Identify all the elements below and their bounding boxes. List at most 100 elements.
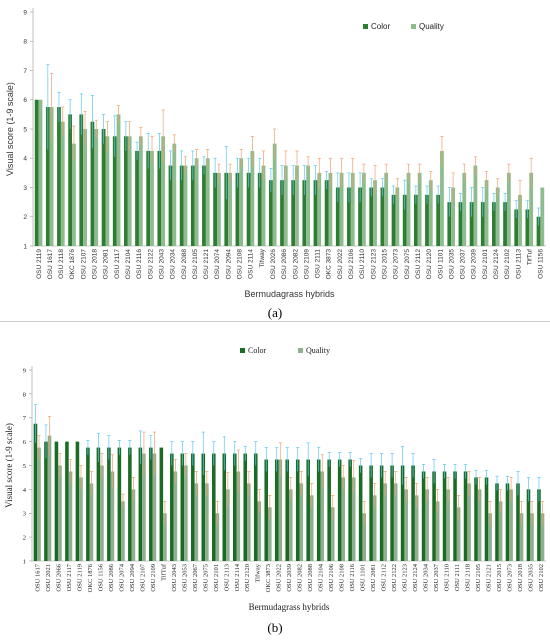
bar-color (302, 180, 307, 246)
bar-color (274, 459, 279, 561)
bar-quality (49, 107, 54, 246)
bar-quality (350, 172, 355, 246)
x-tick-label: OSU 2123 (370, 249, 377, 280)
bar-quality (393, 483, 398, 561)
bar-color (402, 194, 407, 246)
x-tick-label: OSU 2073 (506, 564, 513, 592)
bar-quality (428, 180, 433, 246)
bar-color (75, 441, 80, 561)
bar-color (253, 453, 258, 561)
bar-color (128, 447, 132, 561)
bar-quality (283, 165, 288, 246)
bar-color (101, 129, 106, 246)
x-tick-label: OSU 2111 (454, 564, 461, 591)
bar-quality (278, 459, 283, 561)
x-tick-label: OSU 2082 (297, 564, 304, 592)
x-tick-label: OSU 2114 (234, 563, 241, 591)
y-tick-label: 8 (23, 39, 27, 46)
x-tick-label: OSU 2113 (223, 564, 230, 591)
bar-color (235, 172, 240, 246)
bar-color (57, 107, 61, 246)
bar-color (45, 107, 50, 246)
x-tick-label: OSU 2119 (76, 564, 83, 591)
bar-color (138, 447, 143, 561)
x-tick-label: OSU 2123 (402, 564, 409, 592)
legend-swatch-color (363, 24, 368, 29)
bar-quality (530, 513, 534, 561)
legend-swatch-quality (298, 348, 303, 353)
x-tick-label: OSU 2111 (315, 249, 322, 279)
x-tick-label: OSU 2102 (538, 564, 545, 592)
legend-swatch-quality (411, 24, 416, 29)
bar-color (463, 471, 468, 561)
x-tick-label: OSU 2109 (150, 564, 157, 592)
bar-quality (150, 150, 154, 246)
bar-color (222, 453, 227, 561)
bar-color (432, 471, 436, 561)
bar-color (327, 459, 331, 561)
y-axis-title: Visual score (1-9 scale) (4, 423, 14, 508)
x-tick-label: OSU 2035 (448, 249, 455, 280)
bar-color (495, 483, 499, 561)
bar-quality (257, 501, 262, 561)
bar-quality (184, 465, 188, 561)
bar-quality (215, 513, 220, 561)
bar-color (232, 453, 237, 561)
bar-color (335, 187, 340, 246)
bar-quality (100, 465, 104, 561)
bar-color (117, 447, 122, 561)
bar-quality (173, 471, 178, 561)
y-tick-label: 9 (23, 367, 26, 374)
bar-quality (309, 495, 314, 561)
x-tick-label: OSU 2074 (214, 249, 221, 280)
bar-quality (351, 477, 356, 561)
bar-color (480, 202, 485, 246)
x-tick-label: OSU 2026 (270, 249, 277, 280)
x-tick-label: OSU 2120 (426, 249, 433, 280)
legend-label-quality: Quality (306, 346, 330, 355)
bar-color (324, 180, 329, 246)
panel-divider (0, 321, 550, 322)
bar-color (96, 447, 101, 561)
bar-quality (183, 165, 188, 246)
y-tick-label: 3 (23, 511, 26, 518)
bar-quality (205, 483, 209, 561)
bar-quality (488, 513, 492, 561)
bar-color (391, 194, 396, 246)
bar-quality (473, 165, 478, 246)
y-tick-label: 5 (23, 463, 26, 470)
bar-color (33, 423, 38, 561)
bar-color (316, 459, 321, 561)
x-tick-label: OSU 2021 (45, 564, 52, 592)
bar-quality (484, 180, 489, 246)
bar-quality (383, 483, 387, 561)
legend-label-quality: Quality (419, 22, 444, 31)
x-tick-label: OSU 2018 (517, 564, 524, 592)
chart-panel-b: 1 2 3 4 5 6 7 8 9 OSU 1617 OSU 2021 OSU 2066 OSU 211… (0, 322, 550, 642)
x-tick-label: OSU 2043 (158, 249, 165, 280)
bar-quality (477, 489, 482, 561)
x-tick-label: OSU 2122 (147, 249, 154, 280)
bar-quality (295, 165, 299, 246)
bar-quality (467, 483, 471, 561)
bar-quality (83, 129, 87, 246)
bar-quality (217, 172, 221, 246)
x-tick-label: OSU 1101 (360, 564, 367, 591)
bar-quality (205, 158, 210, 246)
x-tick-label: OSU 2067 (192, 563, 199, 591)
bar-quality (110, 471, 115, 561)
x-tick-label: OSU 2022 (337, 249, 344, 280)
x-tick-label: OSU 2112 (381, 564, 388, 591)
x-tick-label: OSU 2018 (92, 249, 99, 280)
x-tick-label: OSU 2053 (181, 564, 188, 592)
bar-quality (446, 489, 450, 561)
x-tick-label: OSU 2113 (515, 249, 522, 279)
x-tick-label: OSU 1156 (97, 563, 104, 591)
x-tick-label: Tifway (259, 248, 266, 267)
bar-color (484, 477, 489, 561)
bar-quality (330, 507, 335, 561)
x-tick-label: OSU 2075 (202, 564, 209, 592)
y-tick-label: 6 (23, 439, 27, 446)
y-tick-label: 5 (23, 126, 27, 133)
x-tick-label: OSU 2034 (423, 563, 430, 591)
